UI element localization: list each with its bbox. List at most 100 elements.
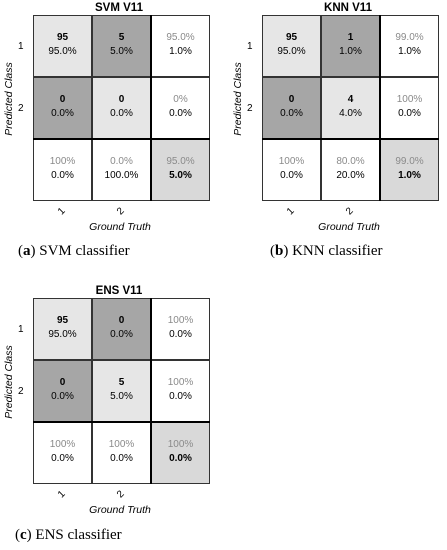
panel-caption: (a) SVM classifier <box>18 243 130 260</box>
caption-paren: ) <box>26 527 32 543</box>
cell-percent: 0.0% <box>280 108 303 119</box>
caption-paren: ) <box>283 243 289 259</box>
cell-percent: 4.0% <box>339 108 362 119</box>
matrix-cell: 100% 0.0% <box>151 298 210 360</box>
matrix-cell: 95 95.0% <box>33 15 92 77</box>
cell-count: 0 <box>118 93 125 105</box>
row-tick-label: 2 <box>247 103 253 114</box>
cell-count: 100% <box>167 438 194 450</box>
cell-percent: 5.0% <box>169 170 192 181</box>
cell-percent: 1.0% <box>398 46 421 57</box>
cell-count: 100% <box>167 376 194 388</box>
cell-percent: 0.0% <box>169 453 192 464</box>
cell-count: 0 <box>59 93 66 105</box>
cell-percent: 0.0% <box>110 108 133 119</box>
cell-count: 100% <box>278 155 305 167</box>
cell-count: 100% <box>49 438 76 450</box>
matrix-cell: 0 0.0% <box>33 77 92 139</box>
cell-count: 100% <box>167 314 194 326</box>
matrix-cell: 0 0.0% <box>33 360 92 422</box>
cell-percent: 95.0% <box>277 46 306 57</box>
cell-count: 95.0% <box>166 31 195 43</box>
matrix-cell: 100% 0.0% <box>380 77 439 139</box>
cell-count: 0 <box>288 93 295 105</box>
cell-percent: 0.0% <box>398 108 421 119</box>
matrix-cell: 100% 0.0% <box>92 422 151 484</box>
cell-count: 95 <box>56 31 69 43</box>
cell-percent: 20.0% <box>336 170 365 181</box>
cell-count: 95.0% <box>166 155 195 167</box>
caption-text: KNN classifier <box>288 243 383 259</box>
matrix-cell: 0 0.0% <box>262 77 321 139</box>
column-tick-label: 1 <box>55 205 68 218</box>
cell-percent: 95.0% <box>48 46 77 57</box>
matrix-cell: 100% 0.0% <box>151 360 210 422</box>
panel-caption: (b) KNN classifier <box>270 243 382 260</box>
cell-percent: 95.0% <box>48 329 77 340</box>
cell-count: 5 <box>118 31 125 43</box>
y-axis-label: Predicted Class <box>3 345 15 419</box>
y-axis-label: Predicted Class <box>3 62 15 136</box>
cell-count: 100% <box>49 155 76 167</box>
summary-column-divider <box>150 298 152 484</box>
cell-percent: 5.0% <box>110 46 133 57</box>
cell-percent: 5.0% <box>110 391 133 402</box>
cell-count: 95 <box>285 31 298 43</box>
caption-letter: a <box>23 243 31 259</box>
caption-text: SVM classifier <box>35 243 130 259</box>
caption-letter: c <box>20 527 27 543</box>
row-tick-label: 1 <box>18 41 24 52</box>
row-tick-label: 2 <box>18 386 24 397</box>
row-tick-label: 1 <box>247 41 253 52</box>
cell-percent: 0.0% <box>51 108 74 119</box>
cell-percent: 0.0% <box>51 391 74 402</box>
matrix-cell: 0 0.0% <box>92 77 151 139</box>
matrix-cell: 95.0% 5.0% <box>151 139 210 201</box>
column-tick-label: 2 <box>114 205 127 218</box>
matrix-cell: 95 95.0% <box>33 298 92 360</box>
column-tick-label: 1 <box>55 488 68 501</box>
caption-text: ENS classifier <box>31 527 122 543</box>
matrix-cell: 1 1.0% <box>321 15 380 77</box>
cell-percent: 1.0% <box>398 170 421 181</box>
matrix-cell: 95 95.0% <box>262 15 321 77</box>
panel-title: KNN V11 <box>324 2 372 14</box>
cell-percent: 0.0% <box>169 108 192 119</box>
cell-percent: 0.0% <box>110 329 133 340</box>
matrix-cell: 5 5.0% <box>92 15 151 77</box>
cell-count: 0.0% <box>110 155 133 167</box>
panel-title: ENS V11 <box>95 285 143 297</box>
summary-row-divider <box>33 138 210 140</box>
cell-count: 95 <box>56 314 69 326</box>
matrix-cell: 0 0.0% <box>92 298 151 360</box>
cell-percent: 1.0% <box>339 46 362 57</box>
summary-row-divider <box>262 138 439 140</box>
caption-paren: ( <box>15 527 20 543</box>
matrix-cell: 5 5.0% <box>92 360 151 422</box>
x-axis-label: Ground Truth <box>89 221 151 233</box>
caption-paren: ) <box>30 243 36 259</box>
cell-count: 100% <box>396 93 423 105</box>
cell-count: 5 <box>118 376 125 388</box>
matrix-cell: 100% 0.0% <box>33 139 92 201</box>
summary-column-divider <box>150 15 152 201</box>
cell-count: 99.0% <box>395 155 424 167</box>
matrix-cell: 99.0% 1.0% <box>380 15 439 77</box>
caption-paren: ( <box>270 243 275 259</box>
matrix-cell: 4 4.0% <box>321 77 380 139</box>
panel-caption: (c) ENS classifier <box>15 527 122 544</box>
cell-percent: 100.0% <box>104 170 139 181</box>
matrix-cell: 100% 0.0% <box>33 422 92 484</box>
cell-percent: 0.0% <box>51 453 74 464</box>
cell-percent: 0.0% <box>280 170 303 181</box>
cell-percent: 0.0% <box>169 329 192 340</box>
cell-percent: 0.0% <box>110 453 133 464</box>
column-tick-label: 2 <box>343 205 356 218</box>
summary-column-divider <box>379 15 381 201</box>
cell-count: 0% <box>173 93 188 105</box>
cell-count: 4 <box>347 93 354 105</box>
cell-percent: 0.0% <box>51 170 74 181</box>
cell-count: 0 <box>118 314 125 326</box>
cell-percent: 0.0% <box>169 391 192 402</box>
